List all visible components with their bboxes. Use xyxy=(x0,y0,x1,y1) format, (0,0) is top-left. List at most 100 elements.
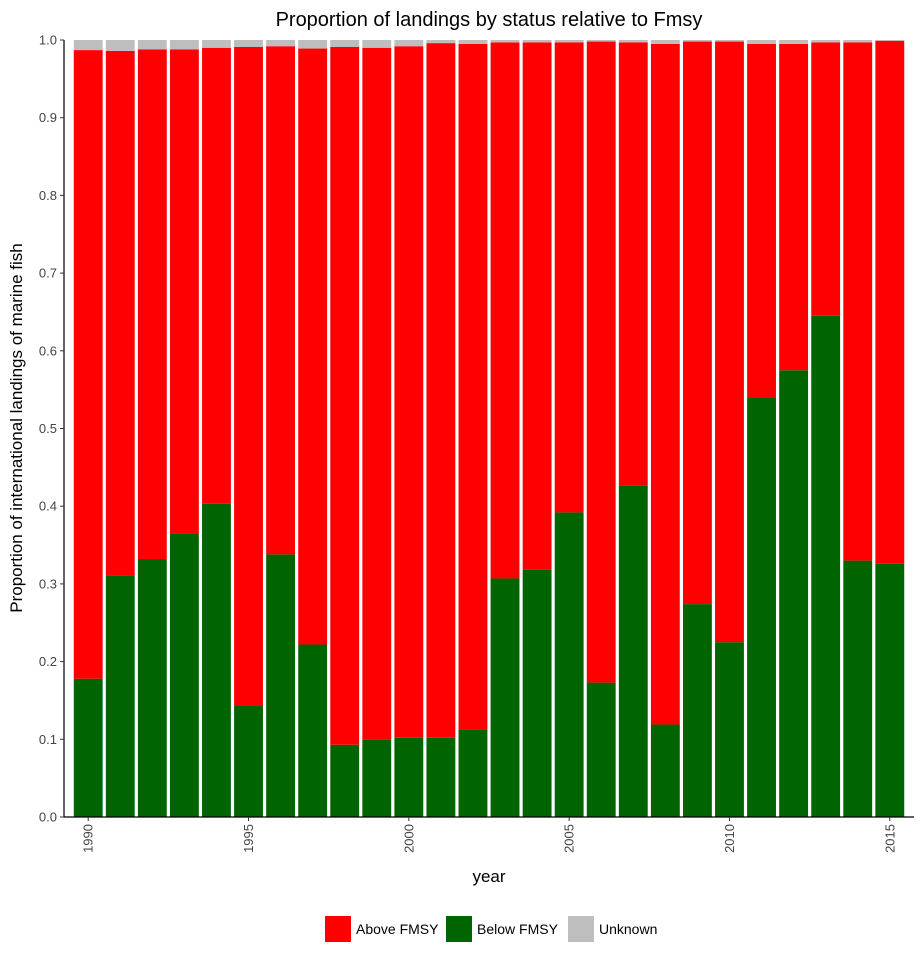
bar-unknown-2002 xyxy=(458,40,488,44)
bar-unknown-2006 xyxy=(586,40,616,42)
y-tick-label: 0.1 xyxy=(39,732,57,747)
legend-swatch-below-fmsy xyxy=(446,916,472,942)
bar-above-fmsy-2014 xyxy=(843,42,873,561)
bar-below-fmsy-1996 xyxy=(266,554,296,817)
legend-swatch-unknown xyxy=(568,916,594,942)
bar-above-fmsy-1998 xyxy=(330,46,360,745)
bar-below-fmsy-2014 xyxy=(843,560,873,817)
y-tick-label: 0.9 xyxy=(39,110,57,125)
x-tick-label: 1995 xyxy=(241,824,256,853)
y-tick-label: 0.7 xyxy=(39,266,57,281)
bar-unknown-2011 xyxy=(747,40,776,44)
plot-area xyxy=(73,40,905,817)
bar-above-fmsy-1994 xyxy=(202,47,231,504)
bar-above-fmsy-2012 xyxy=(779,43,809,371)
x-axis: 1990 1995 2000 2005 2010 2015 xyxy=(64,816,914,853)
legend-label-unknown: Unknown xyxy=(599,921,657,937)
bar-below-fmsy-2009 xyxy=(682,604,712,817)
bar-below-fmsy-1998 xyxy=(330,744,360,817)
bar-below-fmsy-2013 xyxy=(811,315,841,817)
bar-unknown-2010 xyxy=(715,40,744,42)
bar-above-fmsy-1991 xyxy=(105,50,135,576)
bar-unknown-2009 xyxy=(682,40,712,42)
bar-unknown-2013 xyxy=(811,40,841,43)
bar-above-fmsy-2007 xyxy=(618,42,648,486)
bar-below-fmsy-2007 xyxy=(618,485,648,817)
bar-below-fmsy-1999 xyxy=(362,739,392,817)
bar-below-fmsy-1993 xyxy=(169,533,199,817)
bar-above-fmsy-1990 xyxy=(73,50,103,679)
bar-above-fmsy-1997 xyxy=(298,48,328,645)
bar-unknown-2000 xyxy=(394,40,424,47)
bar-above-fmsy-2001 xyxy=(426,43,456,738)
bar-above-fmsy-1992 xyxy=(137,49,167,560)
legend: Above FMSY Below FMSY Unknown xyxy=(325,916,657,942)
chart-title: Proportion of landings by status relativ… xyxy=(276,9,703,31)
bar-below-fmsy-2008 xyxy=(650,724,680,817)
bar-unknown-1998 xyxy=(330,40,360,47)
bar-unknown-1995 xyxy=(234,40,263,47)
bar-above-fmsy-1996 xyxy=(266,46,296,555)
bar-unknown-2015 xyxy=(875,40,905,41)
y-tick-label: 1.0 xyxy=(39,33,57,48)
legend-swatch-above-fmsy xyxy=(325,916,351,942)
legend-label-above-fmsy: Above FMSY xyxy=(356,921,439,937)
bar-above-fmsy-2009 xyxy=(682,41,712,605)
bar-below-fmsy-2004 xyxy=(522,569,552,817)
bar-below-fmsy-2003 xyxy=(490,578,520,817)
x-axis-label: year xyxy=(472,867,505,886)
bar-above-fmsy-2003 xyxy=(490,42,520,579)
bar-above-fmsy-1995 xyxy=(234,46,263,706)
bar-above-fmsy-2010 xyxy=(715,41,744,643)
bar-below-fmsy-2010 xyxy=(715,642,744,817)
bar-unknown-1993 xyxy=(169,40,199,50)
bar-above-fmsy-2004 xyxy=(522,42,552,570)
bar-above-fmsy-2005 xyxy=(554,42,584,513)
bar-unknown-2005 xyxy=(554,40,584,43)
y-tick-label: 0.5 xyxy=(39,421,57,436)
bar-above-fmsy-2015 xyxy=(875,40,905,564)
bar-unknown-2007 xyxy=(618,40,648,43)
bar-unknown-1997 xyxy=(298,40,328,49)
bar-unknown-2014 xyxy=(843,40,873,43)
bar-above-fmsy-2000 xyxy=(394,46,424,738)
bar-unknown-1996 xyxy=(266,40,296,47)
x-tick-label: 2015 xyxy=(882,824,897,853)
bar-unknown-2004 xyxy=(522,40,552,43)
bar-below-fmsy-2005 xyxy=(554,512,584,817)
bar-above-fmsy-1993 xyxy=(169,49,199,534)
bar-below-fmsy-2001 xyxy=(426,737,456,817)
x-tick-label: 1990 xyxy=(81,824,96,853)
bar-below-fmsy-1995 xyxy=(234,705,263,817)
bar-unknown-2003 xyxy=(490,40,520,43)
bar-above-fmsy-2013 xyxy=(811,42,841,316)
bar-unknown-1991 xyxy=(105,40,135,51)
bar-below-fmsy-1992 xyxy=(137,559,167,817)
x-tick-label: 2005 xyxy=(562,824,577,853)
y-tick-label: 0.6 xyxy=(39,343,57,358)
y-tick-label: 0.0 xyxy=(39,810,57,825)
y-axis: 0.0 0.1 0.2 0.3 0.4 0.5 0.6 0.7 0.8 0.9 1.0 xyxy=(39,33,65,825)
y-tick-label: 0.4 xyxy=(39,499,57,514)
bar-below-fmsy-2006 xyxy=(586,682,616,817)
bar-below-fmsy-2000 xyxy=(394,737,424,817)
bar-above-fmsy-2006 xyxy=(586,41,616,683)
y-tick-label: 0.8 xyxy=(39,188,57,203)
bar-unknown-1992 xyxy=(137,40,167,50)
bar-below-fmsy-1994 xyxy=(202,503,231,817)
bar-below-fmsy-2011 xyxy=(747,397,776,817)
bar-above-fmsy-2002 xyxy=(458,43,488,730)
bar-unknown-2001 xyxy=(426,40,456,44)
bar-below-fmsy-2015 xyxy=(875,563,905,817)
bar-above-fmsy-2011 xyxy=(747,43,776,398)
bar-unknown-2012 xyxy=(779,40,809,44)
bar-unknown-1994 xyxy=(202,40,231,48)
bar-below-fmsy-2012 xyxy=(779,370,809,817)
y-tick-label: 0.2 xyxy=(39,654,57,669)
x-tick-label: 2000 xyxy=(401,824,416,853)
bar-unknown-2008 xyxy=(650,40,680,44)
y-axis-label: Proportion of international landings of … xyxy=(7,243,26,613)
legend-label-below-fmsy: Below FMSY xyxy=(477,921,559,937)
